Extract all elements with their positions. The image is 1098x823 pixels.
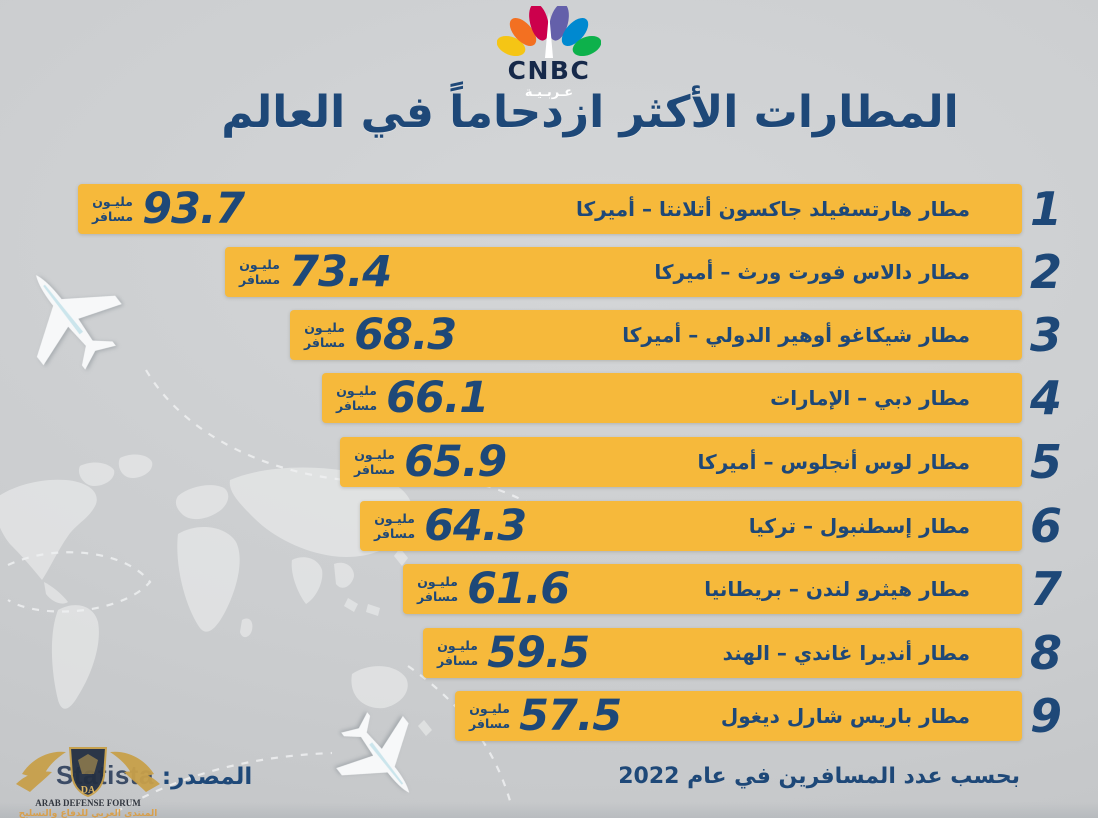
- peacock-icon: [497, 6, 601, 58]
- airport-row: مطار دبي – الإمارات 66.1 مليـون مسافر 4: [0, 373, 1098, 423]
- airport-bar: مطار أنديرا غاندي – الهند 59.5 مليـون مسافر: [423, 628, 1022, 678]
- passenger-count: 57.5: [519, 690, 622, 741]
- passenger-count: 66.1: [386, 372, 489, 423]
- rank-number: 4: [1030, 371, 1063, 425]
- passenger-value-group: 59.5 مليـون مسافر: [423, 627, 590, 678]
- rank-number: 2: [1030, 245, 1063, 299]
- passenger-unit-label: مليـون مسافر: [92, 194, 134, 224]
- rank-number: 9: [1030, 689, 1063, 743]
- airport-name: مطار لوس أنجلوس – أميركا: [697, 450, 970, 474]
- airport-bar: مطار هيثرو لندن – بريطانيا 61.6 مليـون مساف…: [403, 564, 1022, 614]
- passenger-unit-label: مليـون مسافر: [374, 511, 416, 541]
- passenger-value-group: 66.1 مليـون مسافر: [322, 372, 489, 423]
- airport-name: مطار دالاس فورت ورث – أميركا: [654, 260, 970, 284]
- passenger-value-group: 61.6 مليـون مسافر: [403, 563, 570, 614]
- passenger-unit-label: مليـون مسافر: [336, 383, 378, 413]
- watermark-title: ARAB DEFENSE FORUM: [35, 798, 141, 808]
- source-label: المصدر:: [161, 764, 253, 790]
- passenger-value-group: 64.3 مليـون مسافر: [360, 500, 527, 551]
- passenger-unit-label: مليـون مسافر: [354, 447, 396, 477]
- passenger-count: 93.7: [142, 183, 245, 234]
- footer-note: بحسب عدد المسافرين في عام 2022: [618, 764, 1020, 789]
- brand-subname: عـربـيـة: [524, 85, 574, 100]
- airport-row: مطار هيثرو لندن – بريطانيا 61.6 مليـون مساف…: [0, 564, 1098, 614]
- cnbc-arabia-logo: CNBC عـربـيـة: [487, 6, 611, 101]
- passenger-count: 73.4: [289, 246, 392, 297]
- rank-number: 1: [1030, 182, 1063, 236]
- airport-row: مطار دالاس فورت ورث – أميركا 73.4 مليـون مس…: [0, 247, 1098, 297]
- passenger-count: 64.3: [424, 500, 527, 551]
- airport-name: مطار هارتسفيلد جاكسون أتلانتا – أميركا: [576, 197, 970, 221]
- rank-number: 6: [1030, 499, 1063, 553]
- arab-defense-forum-watermark: DA ARAB DEFENSE FORUM المنتدى العربي للد…: [16, 747, 160, 818]
- passenger-unit-label: مليـون مسافر: [469, 701, 511, 731]
- passenger-value-group: 65.9 مليـون مسافر: [340, 436, 507, 487]
- airport-name: مطار هيثرو لندن – بريطانيا: [704, 577, 970, 601]
- passenger-value-group: 73.4 مليـون مسافر: [225, 246, 392, 297]
- watermark-monogram: DA: [81, 785, 96, 796]
- page-title: المطارات الأكثر ازدحاماً في العالم: [221, 87, 959, 138]
- rank-number: 3: [1030, 308, 1063, 362]
- rank-number: 5: [1030, 435, 1063, 489]
- airport-bar: مطار دبي – الإمارات 66.1 مليـون مسافر: [322, 373, 1022, 423]
- rank-number: 8: [1030, 626, 1063, 680]
- passenger-unit-label: مليـون مسافر: [417, 574, 459, 604]
- airport-name: مطار إسطنبول – تركيا: [748, 514, 970, 538]
- passenger-unit-label: مليـون مسافر: [304, 320, 346, 350]
- airport-bar: مطار شيكاغو أوهير الدولي – أميركا 68.3 ملي…: [290, 310, 1022, 360]
- airport-name: مطار باريس شارل ديغول: [720, 704, 970, 728]
- airport-name: مطار دبي – الإمارات: [770, 386, 970, 410]
- airport-name: مطار أنديرا غاندي – الهند: [722, 641, 970, 665]
- airport-name: مطار شيكاغو أوهير الدولي – أميركا: [622, 323, 970, 347]
- airplane-icon: [336, 712, 410, 793]
- passenger-count: 61.6: [467, 563, 570, 614]
- airport-row: مطار هارتسفيلد جاكسون أتلانتا – أميركا 93…: [0, 184, 1098, 234]
- passenger-count: 65.9: [404, 436, 507, 487]
- airport-row: مطار لوس أنجلوس – أميركا 65.9 مليـون مسافر 5: [0, 437, 1098, 487]
- brand-name: CNBC: [507, 56, 591, 85]
- airport-bar: مطار هارتسفيلد جاكسون أتلانتا – أميركا 93…: [78, 184, 1022, 234]
- rank-number: 7: [1030, 562, 1063, 616]
- passenger-value-group: 68.3 مليـون مسافر: [290, 309, 457, 360]
- airport-bar: مطار باريس شارل ديغول 57.5 مليـون مسافر: [455, 691, 1022, 741]
- passenger-value-group: 57.5 مليـون مسافر: [455, 690, 622, 741]
- airport-bar: مطار إسطنبول – تركيا 64.3 مليـون مسافر: [360, 501, 1022, 551]
- airport-bar: مطار لوس أنجلوس – أميركا 65.9 مليـون مسافر: [340, 437, 1022, 487]
- passenger-unit-label: مليـون مسافر: [239, 257, 281, 287]
- passenger-value-group: 93.7 مليـون مسافر: [78, 183, 245, 234]
- airport-row: مطار إسطنبول – تركيا 64.3 مليـون مسافر 6: [0, 501, 1098, 551]
- passenger-count: 59.5: [487, 627, 590, 678]
- airplane-icon: [36, 275, 122, 370]
- passenger-unit-label: مليـون مسافر: [437, 638, 479, 668]
- watermark-subtitle: المنتدى العربي للدفاع والتسليح: [19, 809, 158, 818]
- airport-bar: مطار دالاس فورت ورث – أميركا 73.4 مليـون مس…: [225, 247, 1022, 297]
- passenger-count: 68.3: [354, 309, 457, 360]
- airport-row: مطار أنديرا غاندي – الهند 59.5 مليـون مسافر…: [0, 628, 1098, 678]
- airport-row: مطار شيكاغو أوهير الدولي – أميركا 68.3 ملي…: [0, 310, 1098, 360]
- airport-row: مطار باريس شارل ديغول 57.5 مليـون مسافر 9: [0, 691, 1098, 741]
